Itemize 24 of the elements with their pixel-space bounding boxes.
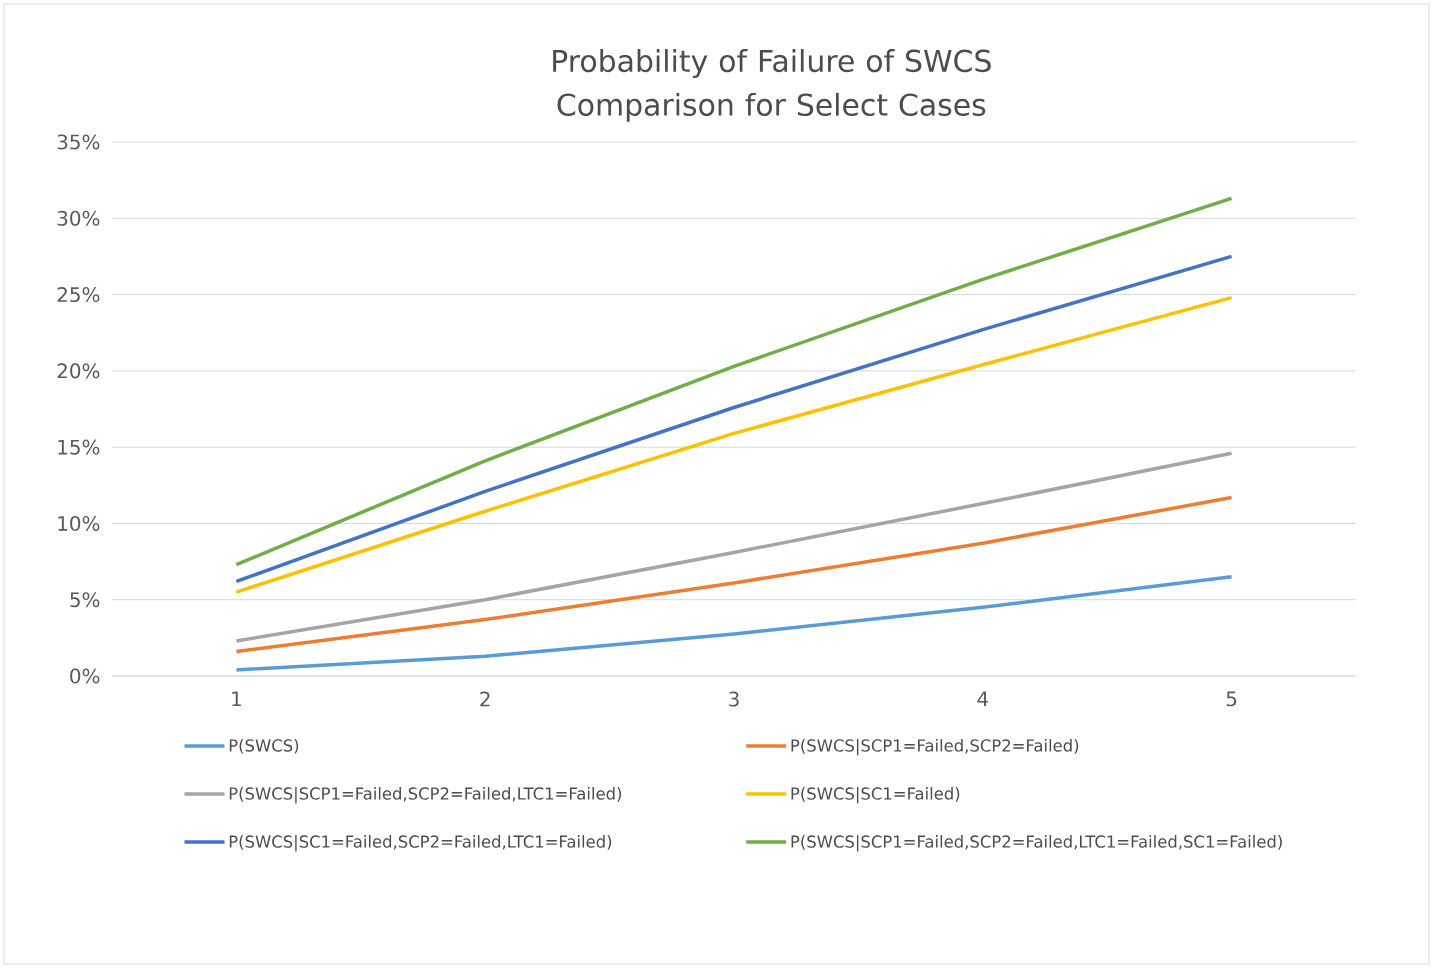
x-tick-label: 5 [1226,691,1237,707]
legend-label: P(SWCS) [229,738,299,754]
x-tick-label: 1 [232,691,241,707]
line-series [234,495,1234,654]
legend-label: P(SWCS|SCP1=Failed,SCP2=Failed,LTC1=Failed,SC1=Failed) [791,835,1282,852]
y-tick-label: 20% [57,363,100,379]
y-tick-label: 35% [57,134,100,150]
legend-label: P(SWCS|SCP1=Failed,SCP2=Failed) [791,738,1079,756]
line-series [234,451,1234,643]
line-series [234,575,1234,672]
line-series [234,196,1234,567]
legend-label: P(SWCS|SC1=Failed) [791,786,960,804]
x-tick-label: 3 [729,691,739,707]
y-tick-label: 15% [58,439,100,455]
y-tick-label: 10% [58,515,100,531]
x-tick-label: 2 [480,691,490,707]
y-tick-label: 5% [70,592,100,608]
y-tick-label: 0% [70,668,100,684]
legend-label: P(SWCS|SC1=Failed,SCP2=Failed,LTC1=Failed) [229,835,612,852]
x-tick-label: 4 [977,691,989,707]
y-tick-label: 30% [57,210,100,226]
chart-title: Probability of Failure of SWCS Comparison for Select Cases [553,49,991,122]
y-tick-label: 25% [57,287,100,303]
legend-label: P(SWCS|SCP1=Failed,SCP2=Failed,LTC1=Failed) [229,786,622,804]
